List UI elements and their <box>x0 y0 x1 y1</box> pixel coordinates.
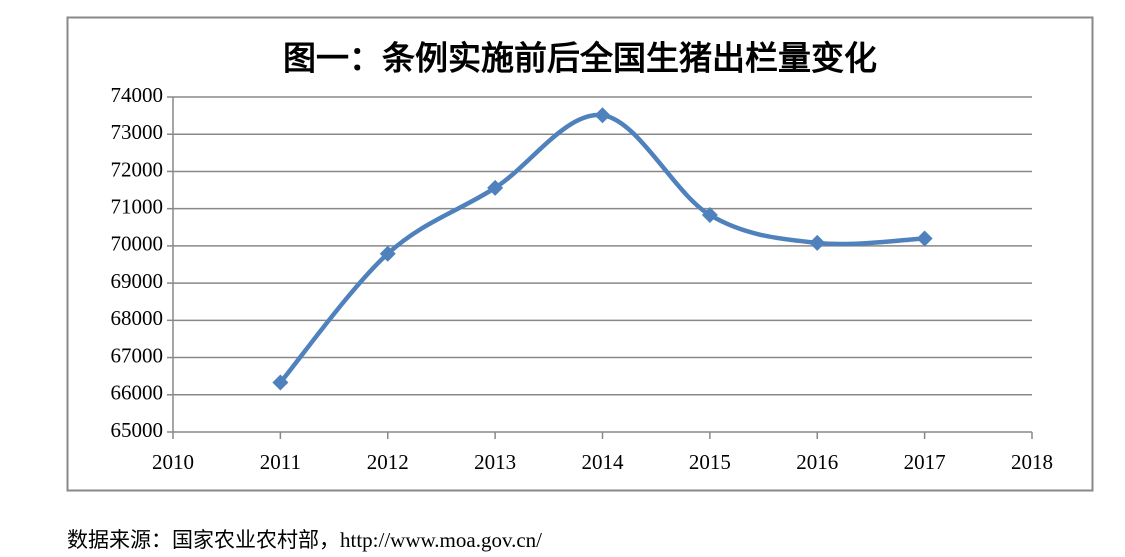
y-tick-label: 73000 <box>111 120 164 144</box>
y-tick-label: 67000 <box>111 343 164 367</box>
x-tick-label: 2014 <box>582 450 625 474</box>
y-tick-label: 70000 <box>111 232 164 256</box>
y-tick-label: 72000 <box>111 157 164 181</box>
x-tick-label: 2012 <box>367 450 409 474</box>
data-point <box>379 245 396 262</box>
y-tick-label: 71000 <box>111 194 164 218</box>
x-tick-label: 2013 <box>474 450 516 474</box>
data-point <box>487 179 504 196</box>
x-tick-label: 2017 <box>904 450 946 474</box>
chart-frame <box>66 16 1094 492</box>
x-tick-label: 2015 <box>689 450 731 474</box>
y-tick-label: 74000 <box>111 83 164 107</box>
y-tick-label: 68000 <box>111 306 164 330</box>
y-tick-label: 66000 <box>111 381 164 405</box>
data-point <box>272 374 289 391</box>
chart-title: 图一：条例实施前后全国生猪出栏量变化 <box>283 39 877 78</box>
data-point <box>594 107 611 124</box>
data-point <box>916 230 933 247</box>
y-tick-label: 65000 <box>111 418 164 442</box>
data-point <box>701 206 718 223</box>
x-tick-label: 2016 <box>796 450 838 474</box>
data-point <box>809 234 826 251</box>
y-tick-label: 69000 <box>111 269 164 293</box>
x-tick-label: 2018 <box>1011 450 1053 474</box>
source-note: 数据来源：国家农业农村部，http://www.moa.gov.cn/ <box>67 528 542 552</box>
x-tick-label: 2011 <box>260 450 301 474</box>
x-tick-label: 2010 <box>152 450 194 474</box>
